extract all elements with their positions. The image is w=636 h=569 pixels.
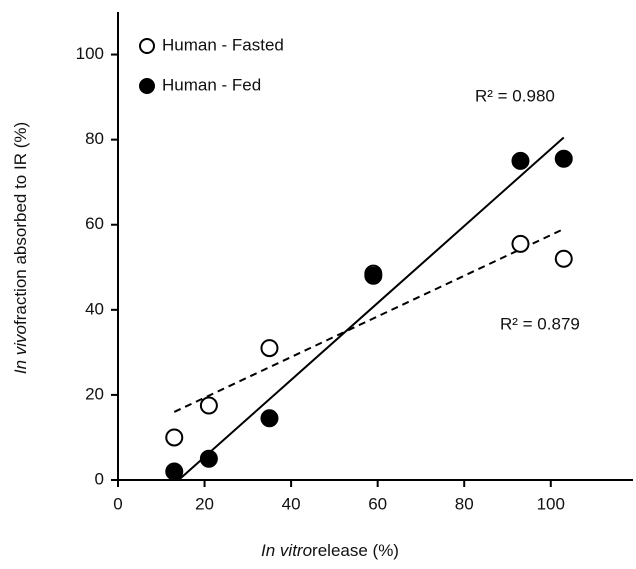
x-tick-label: 80 xyxy=(455,494,474,513)
x-label-rest: release (%) xyxy=(312,541,399,560)
x-tick-label: 100 xyxy=(537,494,565,513)
data-point xyxy=(199,396,218,415)
x-tick-label: 20 xyxy=(195,494,214,513)
y-label-italic: In vivo xyxy=(11,325,30,374)
legend-label: Human - Fed xyxy=(162,75,261,94)
y-tick-label: 0 xyxy=(95,469,104,488)
data-point xyxy=(554,249,573,268)
y-tick-label: 100 xyxy=(76,44,104,63)
data-point xyxy=(199,449,218,468)
data-point xyxy=(364,266,383,285)
legend-marker xyxy=(139,78,155,94)
y-tick-label: 40 xyxy=(85,299,104,318)
data-point xyxy=(260,339,279,358)
data-point xyxy=(165,428,184,447)
x-tick-label: 40 xyxy=(282,494,301,513)
y-label-rest: fraction absorbed to IR (%) xyxy=(11,122,30,325)
r-squared-label: R² = 0.980 xyxy=(475,86,555,105)
y-tick-label: 80 xyxy=(85,129,104,148)
y-axis-label: In vivofraction absorbed to IR (%) xyxy=(11,122,30,374)
x-tick-label: 0 xyxy=(113,494,122,513)
x-tick-label: 60 xyxy=(368,494,387,513)
data-point xyxy=(511,234,530,253)
data-point xyxy=(260,409,279,428)
data-point xyxy=(554,149,573,168)
r-squared-label: R² = 0.879 xyxy=(500,314,580,333)
trendline xyxy=(177,136,565,481)
y-tick-label: 60 xyxy=(85,214,104,233)
data-point xyxy=(511,151,530,170)
y-tick-label: 20 xyxy=(85,384,104,403)
x-axis-label: In vitrorelease (%) xyxy=(261,541,399,560)
x-label-italic: In vitro xyxy=(261,541,312,560)
data-point xyxy=(165,462,184,481)
legend-label: Human - Fasted xyxy=(162,35,284,54)
legend-marker xyxy=(139,38,155,54)
